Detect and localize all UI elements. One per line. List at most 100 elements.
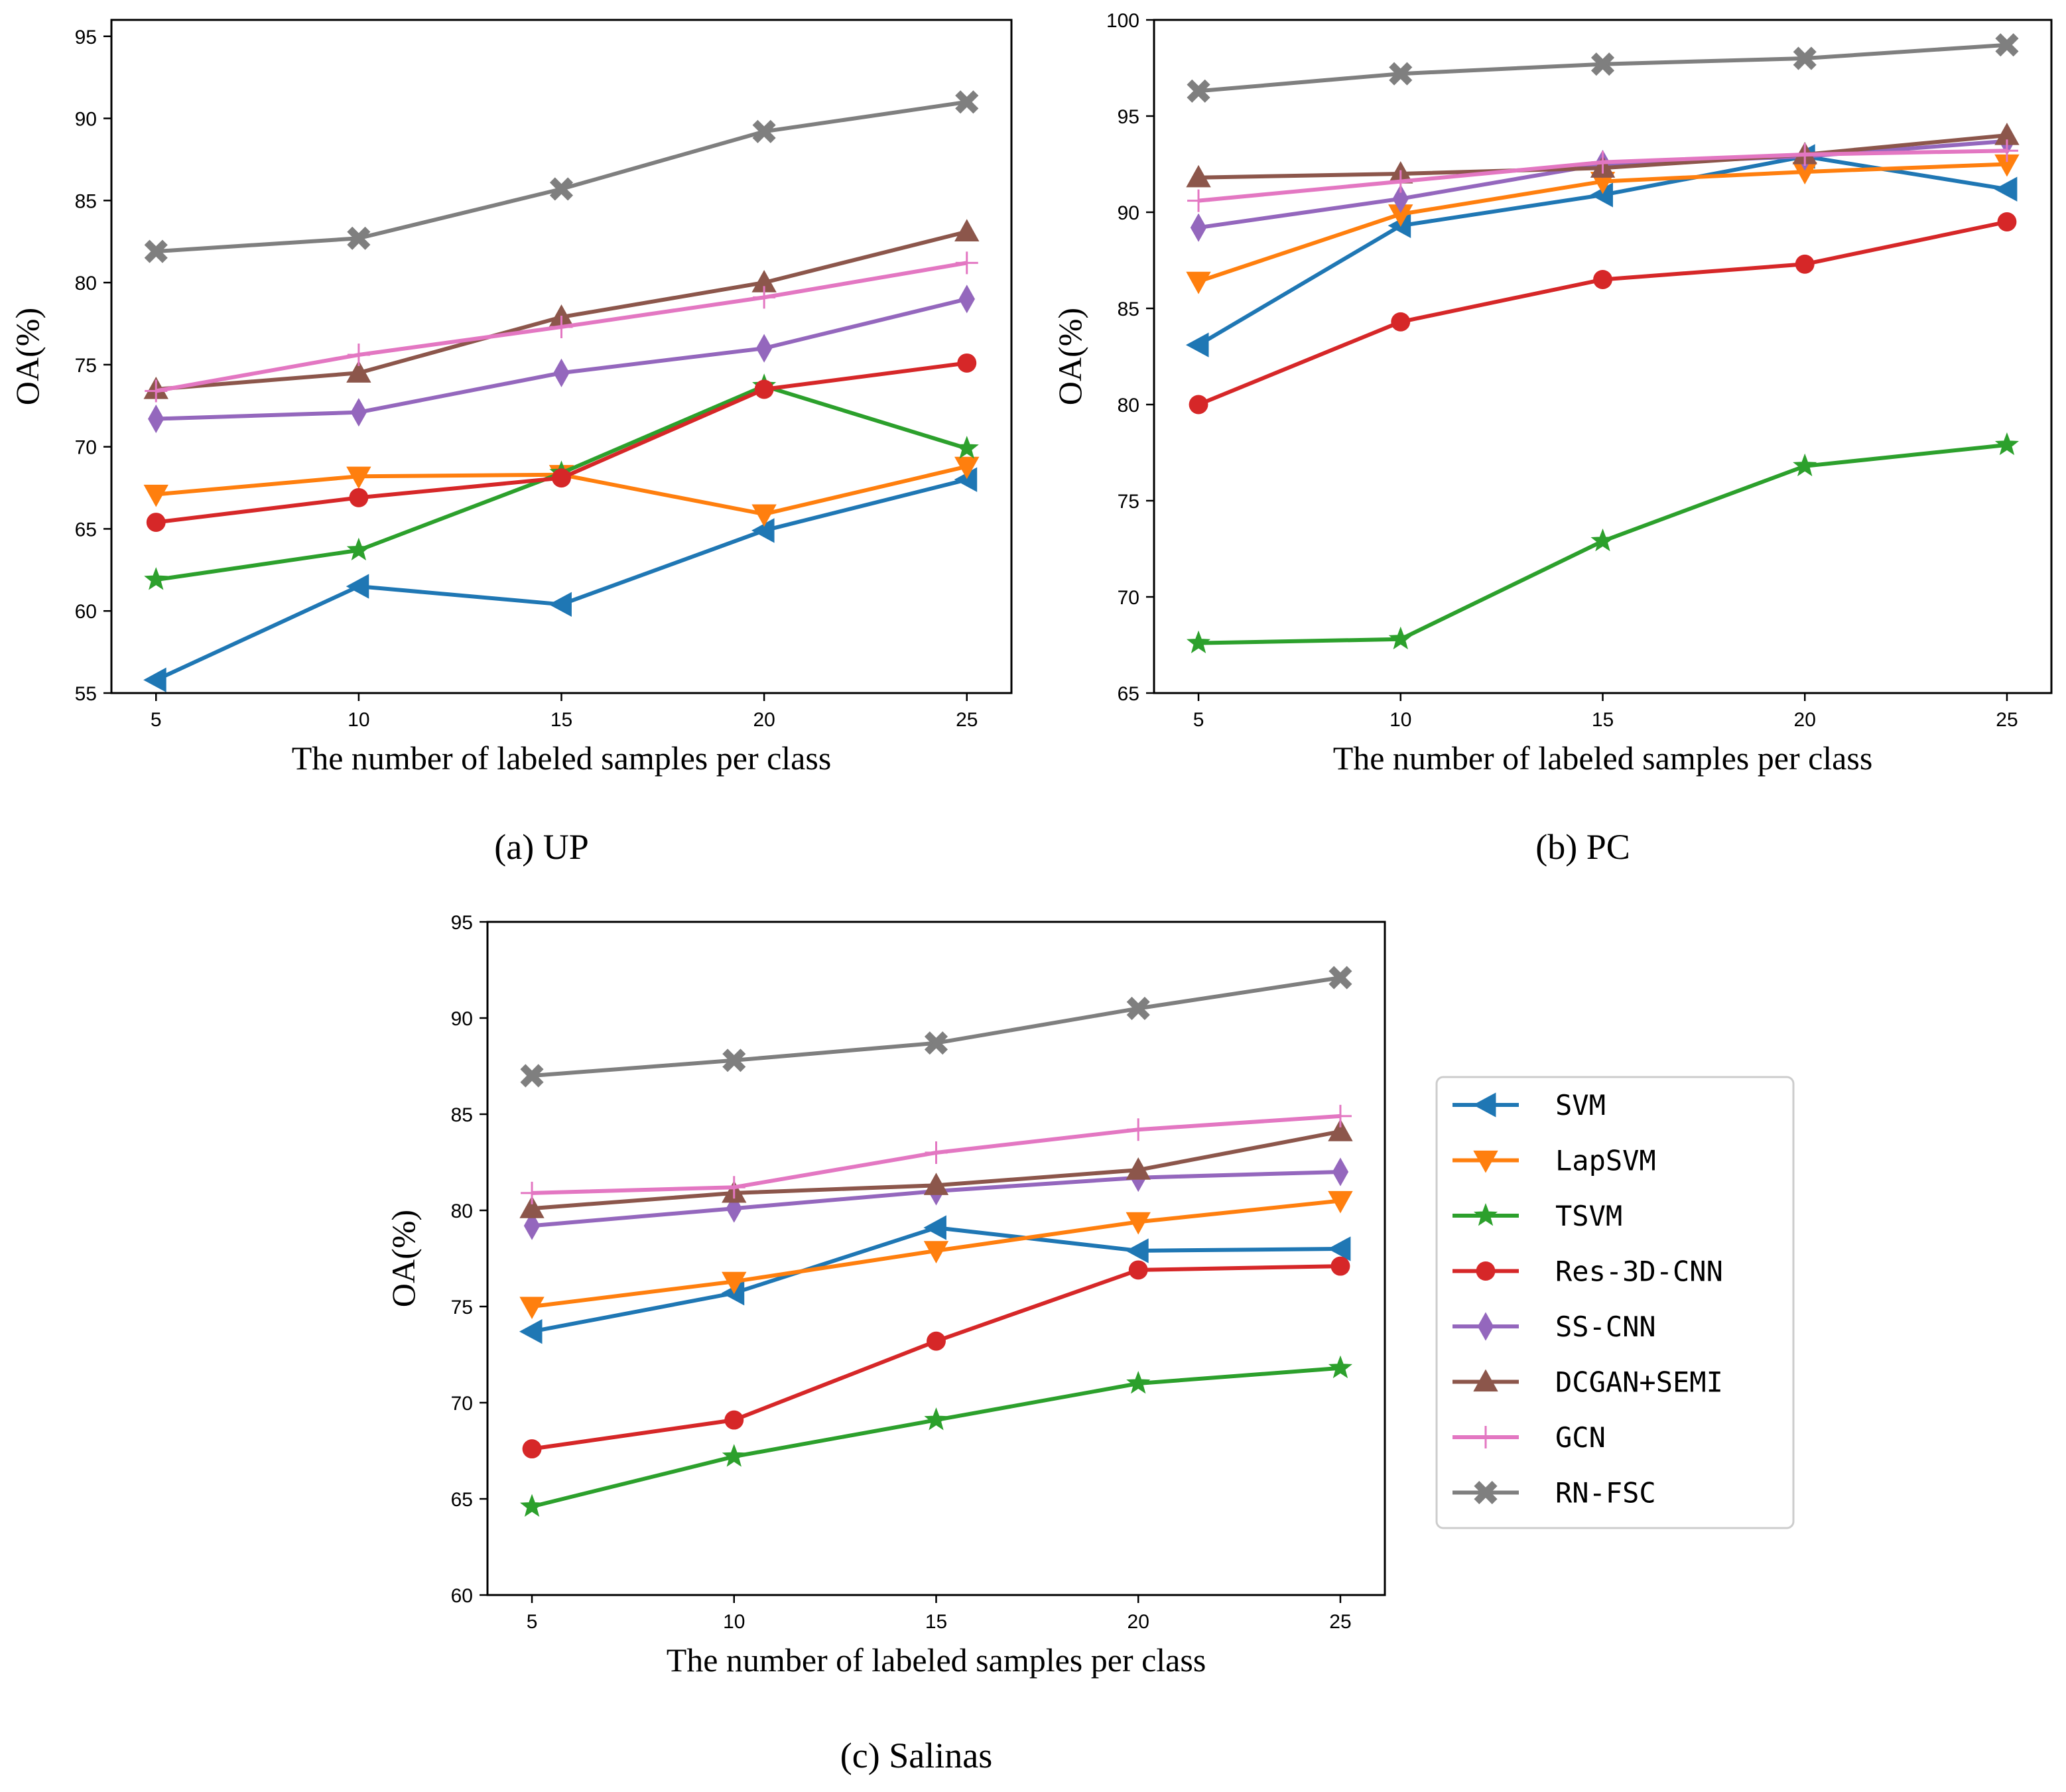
data-point-rn-fsc [549, 177, 574, 201]
data-point-res-3d-cnn [1128, 1260, 1148, 1280]
data-point-tsvm [722, 1444, 746, 1467]
y-tick-label: 75 [451, 1297, 473, 1318]
data-point-svm [1185, 332, 1209, 357]
data-point-tsvm [954, 436, 979, 459]
data-point-lapsvm [923, 1241, 949, 1263]
data-point-res-3d-cnn [1391, 312, 1411, 332]
data-point-svm [1994, 176, 2018, 202]
data-point-svm [549, 592, 572, 617]
data-point-tsvm [1186, 630, 1211, 653]
y-tick-label: 65 [451, 1489, 473, 1511]
data-point-rn-fsc [1126, 996, 1150, 1021]
legend-marker-lapsvm [1473, 1150, 1498, 1173]
y-axis-label: OA(%) [385, 1210, 422, 1307]
data-point-lapsvm [1126, 1212, 1151, 1235]
legend-label: SS-CNN [1555, 1311, 1656, 1343]
legend-entry-ss-cnn: SS-CNN [1453, 1311, 1656, 1343]
series-rn-fsc [1187, 33, 2019, 103]
panel-pc: 5 10 15 20 25 65 70 75 80 85 90 95 100 The number of … [1051, 10, 2053, 867]
series-svm [143, 467, 978, 692]
series-svm [519, 1215, 1351, 1344]
data-point-dcgan-semi [1186, 164, 1211, 188]
data-point-dcgan-semi [1126, 1157, 1151, 1180]
series-line-rn-fsc [156, 99, 968, 254]
data-point-tsvm [1328, 1355, 1353, 1379]
data-point-tsvm [1590, 528, 1615, 552]
data-point-lapsvm [519, 1297, 545, 1320]
data-point-lapsvm [954, 456, 980, 480]
legend-box [1435, 1076, 1795, 1529]
y-tick-label: 85 [75, 190, 97, 212]
legend-entry-rn-fsc: RN-FSC [1453, 1477, 1656, 1509]
x-tick-label: 5 [527, 1611, 538, 1633]
x-tick-label: 20 [1128, 1611, 1149, 1633]
data-point-rn-fsc [924, 1031, 948, 1055]
legend-marker-res-3d-cnn [1476, 1261, 1496, 1281]
data-point-svm [519, 1319, 543, 1344]
data-point-gcn [521, 1181, 544, 1204]
data-point-dcgan-semi [346, 360, 371, 383]
series-gcn [521, 1104, 1352, 1204]
data-point-ss-cnn [350, 398, 367, 427]
data-point-dcgan-semi [923, 1173, 949, 1195]
series-rn-fsc [144, 90, 979, 263]
plot-frame [1153, 19, 2053, 694]
series-lapsvm [1186, 154, 2020, 294]
legend-entry-lapsvm: LapSVM [1453, 1145, 1656, 1177]
legend-entry-tsvm: TSVM [1453, 1200, 1622, 1232]
data-point-gcn [1995, 139, 2018, 162]
data-point-rn-fsc [1328, 966, 1352, 990]
y-tick-label: 90 [75, 109, 97, 131]
data-point-tsvm [924, 1407, 948, 1431]
data-point-dcgan-semi [519, 1196, 545, 1218]
data-point-gcn [1389, 170, 1412, 193]
data-point-ss-cnn [1190, 213, 1207, 242]
legend-label: RN-FSC [1555, 1477, 1656, 1509]
x-tick-label: 20 [753, 709, 775, 731]
data-point-res-3d-cnn [1593, 270, 1612, 289]
y-tick-label: 55 [75, 683, 97, 705]
x-tick-label: 10 [348, 709, 369, 731]
y-tick-label: 90 [1118, 202, 1139, 224]
y-tick-label: 90 [451, 1008, 473, 1030]
data-point-svm [143, 667, 166, 692]
legend-entry-res-3d-cnn: Res-3D-CNN [1453, 1255, 1723, 1288]
series-ss-cnn [148, 285, 975, 434]
y-tick-label: 80 [75, 273, 97, 294]
legend-marker-gcn [1474, 1426, 1497, 1448]
data-point-ss-cnn [523, 1211, 541, 1240]
data-point-rn-fsc [752, 119, 776, 143]
data-point-res-3d-cnn [927, 1331, 946, 1351]
data-point-ss-cnn [553, 358, 570, 387]
data-point-lapsvm [722, 1271, 747, 1295]
data-point-ss-cnn [755, 334, 773, 363]
panel-salinas: 5 10 15 20 25 60 65 70 75 80 85 90 95 The number of l… [385, 912, 1386, 1775]
legend-entry-dcgan-semi: DCGAN+SEMI [1453, 1366, 1723, 1399]
x-axis-label: The number of labeled samples per class [1333, 739, 1873, 777]
data-point-rn-fsc [520, 1064, 544, 1088]
data-point-tsvm [519, 1494, 545, 1517]
series-line-svm [155, 478, 968, 682]
y-tick-label: 65 [75, 519, 97, 541]
y-tick-label: 70 [1118, 587, 1139, 609]
panel-caption: (c) Salinas [840, 1736, 992, 1775]
series-rn-fsc [520, 966, 1352, 1088]
data-point-svm [923, 1215, 946, 1240]
legend-entry-gcn: GCN [1453, 1421, 1606, 1454]
x-tick-label: 25 [956, 709, 978, 731]
legend-marker-svm [1472, 1092, 1496, 1118]
data-point-rn-fsc [955, 90, 979, 114]
x-tick-label: 15 [925, 1611, 947, 1633]
y-tick-label: 80 [451, 1200, 473, 1222]
y-tick-label: 95 [451, 912, 473, 934]
series-tsvm [519, 1355, 1353, 1517]
data-point-res-3d-cnn [552, 468, 571, 488]
y-tick-label: 80 [1118, 395, 1139, 416]
series-line-rn-fsc [531, 976, 1341, 1078]
data-point-gcn [722, 1176, 745, 1199]
series-res-3d-cnn [146, 353, 977, 532]
y-axis-label: OA(%) [9, 308, 46, 405]
y-tick-label: 75 [1118, 491, 1139, 513]
data-point-res-3d-cnn [957, 353, 977, 373]
